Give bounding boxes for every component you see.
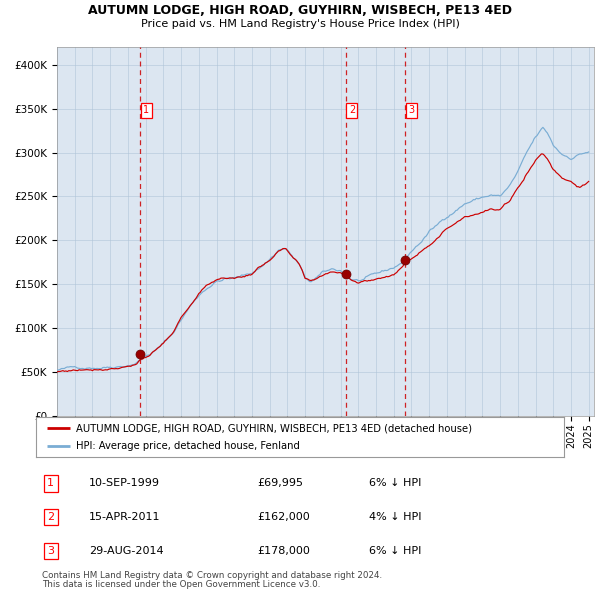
Text: Price paid vs. HM Land Registry's House Price Index (HPI): Price paid vs. HM Land Registry's House …: [140, 19, 460, 29]
Text: 4% ↓ HPI: 4% ↓ HPI: [368, 512, 421, 522]
Text: 10-SEP-1999: 10-SEP-1999: [89, 478, 160, 488]
Text: 29-AUG-2014: 29-AUG-2014: [89, 546, 163, 556]
Text: 1: 1: [47, 478, 54, 488]
Text: This data is licensed under the Open Government Licence v3.0.: This data is licensed under the Open Gov…: [42, 580, 320, 589]
Text: 1: 1: [143, 106, 149, 116]
Text: 2: 2: [349, 106, 355, 116]
Text: 6% ↓ HPI: 6% ↓ HPI: [368, 546, 421, 556]
Text: £69,995: £69,995: [258, 478, 304, 488]
Text: AUTUMN LODGE, HIGH ROAD, GUYHIRN, WISBECH, PE13 4ED (detached house): AUTUMN LODGE, HIGH ROAD, GUYHIRN, WISBEC…: [76, 424, 472, 434]
Text: AUTUMN LODGE, HIGH ROAD, GUYHIRN, WISBECH, PE13 4ED: AUTUMN LODGE, HIGH ROAD, GUYHIRN, WISBEC…: [88, 4, 512, 17]
Text: 3: 3: [47, 546, 54, 556]
Text: 6% ↓ HPI: 6% ↓ HPI: [368, 478, 421, 488]
Text: Contains HM Land Registry data © Crown copyright and database right 2024.: Contains HM Land Registry data © Crown c…: [42, 571, 382, 579]
Text: 3: 3: [409, 106, 415, 116]
Text: 2: 2: [47, 512, 55, 522]
Text: £178,000: £178,000: [258, 546, 311, 556]
Text: £162,000: £162,000: [258, 512, 311, 522]
Text: HPI: Average price, detached house, Fenland: HPI: Average price, detached house, Fenl…: [76, 441, 299, 451]
Text: 15-APR-2011: 15-APR-2011: [89, 512, 160, 522]
